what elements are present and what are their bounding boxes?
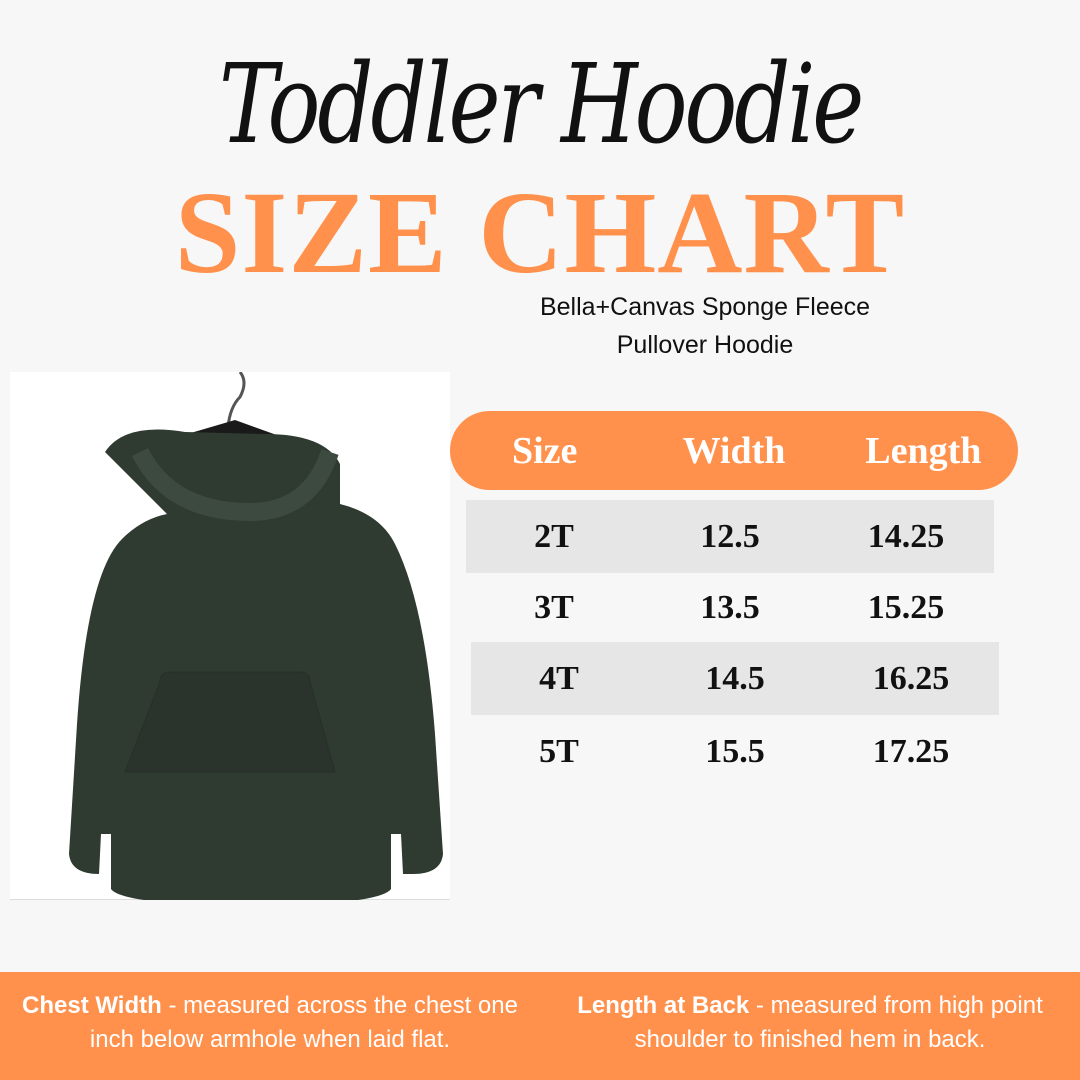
- cell-size: 5T: [539, 732, 579, 770]
- cell-length: 15.25: [867, 588, 945, 626]
- chest-width-note: Chest Width - measured across the chest …: [0, 972, 540, 1080]
- table-row: 3T 13.5 15.25: [466, 571, 994, 644]
- table-header: Size Width Length: [450, 411, 1018, 490]
- product-image: [10, 371, 450, 907]
- script-title: Toddler Hoodie: [218, 40, 864, 168]
- cell-size: 2T: [534, 517, 574, 555]
- table-row: 4T 14.5 16.25: [471, 642, 999, 715]
- cell-width: 14.5: [705, 659, 765, 697]
- header-width: Width: [682, 429, 786, 472]
- length-label: Length at Back: [577, 992, 750, 1019]
- table-row: 5T 15.5 17.25: [471, 715, 999, 788]
- cell-length: 17.25: [872, 732, 950, 770]
- header-length: Length: [865, 429, 982, 472]
- footer-notes: Chest Width - measured across the chest …: [0, 972, 1080, 1080]
- header-size: Size: [511, 429, 578, 472]
- cell-width: 13.5: [700, 588, 760, 626]
- length-text: - measured from high point shoulder to f…: [634, 992, 1043, 1053]
- hoodie-icon: [69, 371, 443, 907]
- cell-width: 12.5: [700, 517, 760, 555]
- table-row: 2T 12.5 14.25: [466, 500, 994, 573]
- cell-size: 4T: [539, 659, 579, 697]
- subtitle-line-2: Pullover Hoodie: [616, 331, 794, 359]
- chest-width-text: - measured across the chest one inch bel…: [89, 992, 518, 1053]
- product-subtitle: Bella+Canvas Sponge Fleece Pullover Hoodi…: [460, 288, 950, 364]
- cell-length: 16.25: [872, 659, 950, 697]
- cell-width: 15.5: [705, 732, 765, 770]
- subtitle-line-1: Bella+Canvas Sponge Fleece: [539, 293, 871, 321]
- cell-length: 14.25: [867, 517, 945, 555]
- cell-size: 3T: [534, 588, 574, 626]
- length-note: Length at Back - measured from high poin…: [540, 972, 1080, 1080]
- chest-width-label: Chest Width: [22, 992, 162, 1019]
- page-title: SIZE CHART: [174, 167, 906, 298]
